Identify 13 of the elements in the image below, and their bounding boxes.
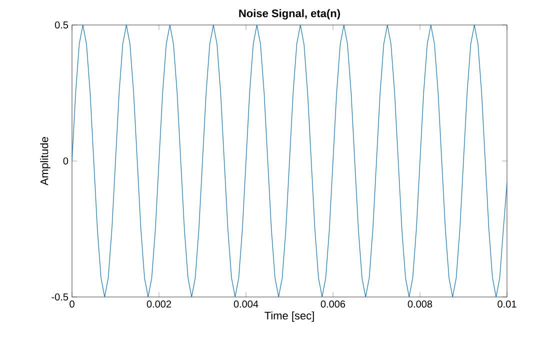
x-tick-label: 0.002 — [146, 300, 172, 308]
x-tick-label: 0.004 — [234, 300, 258, 308]
x-tick-label: 0 — [70, 300, 74, 308]
line-series — [72, 24, 507, 297]
x-tick-label: 0.008 — [408, 300, 432, 308]
chart-title: Noise Signal, eta(n) — [239, 9, 340, 20]
y-axis-title: Amplitude — [40, 137, 50, 186]
x-tick-label: 0.01 — [498, 300, 516, 308]
y-tick-label: -0.5 — [52, 293, 68, 301]
x-tick-label: 0.006 — [320, 300, 346, 308]
y-tick-label: 0.5 — [54, 21, 68, 29]
y-tick-label: 0 — [63, 157, 68, 165]
x-axis-title: Time [sec] — [264, 311, 314, 322]
